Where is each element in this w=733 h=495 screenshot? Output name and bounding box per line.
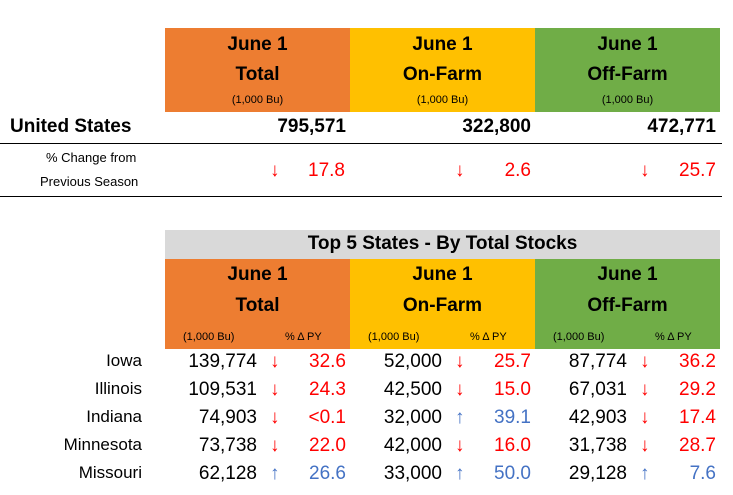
state-stock-value: 74,903	[198, 407, 257, 428]
state-stock-value: 62,128	[198, 463, 257, 484]
top-header-onfarm: June 1 On-Farm (1,000 Bu)	[350, 28, 535, 112]
down-arrow-icon: ↓	[455, 160, 465, 181]
state-stock-value: 42,903	[568, 407, 627, 428]
down-arrow-icon: ↓	[270, 407, 280, 428]
states-header-offfarm: June 1 Off-Farm (1,000 Bu) % Δ PY	[535, 259, 720, 349]
state-pct-change: 29.2	[679, 379, 716, 400]
state-pct-change: <0.1	[308, 407, 346, 428]
states-header-offfarm-line1: June 1	[597, 264, 658, 285]
state-pct-change: 22.0	[309, 435, 346, 456]
states-header-offfarm-unit: (1,000 Bu)	[553, 331, 605, 343]
us-total-value: 795,571	[277, 116, 346, 137]
bottom-divider	[0, 196, 722, 197]
up-arrow-icon: ↑	[270, 463, 280, 484]
us-label: United States	[10, 116, 132, 137]
down-arrow-icon: ↓	[270, 160, 280, 181]
up-arrow-icon: ↑	[455, 463, 465, 484]
states-header-offfarm-line2: Off-Farm	[587, 295, 668, 316]
change-label-line2: Previous Season	[40, 174, 139, 189]
up-arrow-icon: ↑	[640, 463, 650, 484]
top-header-onfarm-unit: (1,000 Bu)	[416, 94, 469, 106]
state-pct-change: 28.7	[679, 435, 716, 456]
top-header-total: June 1 Total (1,000 Bu)	[165, 28, 350, 112]
states-header-total-line2: Total	[235, 295, 280, 316]
states-header-onfarm-pct: % Δ PY	[470, 331, 507, 343]
states-header-total-line1: June 1	[227, 264, 288, 285]
states-table-title-text: Top 5 States - By Total Stocks	[307, 233, 578, 254]
top-divider	[0, 143, 722, 144]
state-stock-value: 42,000	[383, 435, 442, 456]
state-pct-change: 16.0	[494, 435, 531, 456]
us-offfarm-change: 25.7	[679, 160, 716, 181]
state-name: Illinois	[94, 379, 142, 398]
state-stock-value: 52,000	[383, 351, 442, 372]
down-arrow-icon: ↓	[640, 379, 650, 400]
down-arrow-icon: ↓	[270, 351, 280, 372]
state-pct-change: 25.7	[494, 351, 531, 372]
state-pct-change: 32.6	[309, 351, 346, 372]
top-header-total-line2: Total	[235, 64, 280, 85]
change-label-line1: % Change from	[46, 150, 137, 165]
down-arrow-icon: ↓	[640, 435, 650, 456]
down-arrow-icon: ↓	[640, 351, 650, 372]
top-header-offfarm-unit: (1,000 Bu)	[601, 94, 654, 106]
state-stock-value: 42,500	[383, 379, 442, 400]
state-pct-change: 39.1	[494, 407, 531, 428]
states-header-total-pct: % Δ PY	[285, 331, 322, 343]
us-onfarm-value: 322,800	[462, 116, 531, 137]
down-arrow-icon: ↓	[270, 379, 280, 400]
states-header-onfarm-line1: June 1	[412, 264, 473, 285]
states-header-offfarm-pct: % Δ PY	[655, 331, 692, 343]
state-pct-change: 7.6	[689, 463, 716, 484]
state-pct-change: 36.2	[679, 351, 716, 372]
up-arrow-icon: ↑	[455, 407, 465, 428]
state-stock-value: 87,774	[568, 351, 627, 372]
state-pct-change: 17.4	[679, 407, 716, 428]
state-stock-value: 73,738	[198, 435, 257, 456]
top-header-offfarm-line1: June 1	[597, 34, 658, 55]
us-offfarm-value: 472,771	[647, 116, 716, 137]
state-stock-value: 33,000	[383, 463, 442, 484]
states-table-title: Top 5 States - By Total Stocks	[165, 230, 720, 259]
state-name: Missouri	[78, 463, 142, 482]
state-pct-change: 26.6	[309, 463, 346, 484]
state-stock-value: 67,031	[568, 379, 627, 400]
state-name: Indiana	[86, 407, 142, 426]
down-arrow-icon: ↓	[640, 160, 650, 181]
state-pct-change: 15.0	[494, 379, 531, 400]
down-arrow-icon: ↓	[455, 351, 465, 372]
state-name: Iowa	[106, 351, 142, 370]
top-header-offfarm-line2: Off-Farm	[587, 64, 668, 85]
state-stock-value: 32,000	[383, 407, 442, 428]
states-header-total: June 1 Total (1,000 Bu) % Δ PY	[165, 259, 350, 349]
states-header-onfarm-unit: (1,000 Bu)	[368, 331, 420, 343]
top-header-total-unit: (1,000 Bu)	[231, 94, 284, 106]
down-arrow-icon: ↓	[270, 435, 280, 456]
top-header-offfarm: June 1 Off-Farm (1,000 Bu)	[535, 28, 720, 112]
state-stock-value: 139,774	[188, 351, 257, 372]
down-arrow-icon: ↓	[455, 435, 465, 456]
down-arrow-icon: ↓	[640, 407, 650, 428]
us-onfarm-change: 2.6	[504, 160, 531, 181]
top-header-onfarm-line1: June 1	[412, 34, 473, 55]
state-stock-value: 31,738	[568, 435, 627, 456]
down-arrow-icon: ↓	[455, 379, 465, 400]
top-header-total-line1: June 1	[227, 34, 288, 55]
states-header-onfarm-line2: On-Farm	[402, 295, 483, 316]
state-stock-value: 109,531	[188, 379, 257, 400]
states-header-onfarm: June 1 On-Farm (1,000 Bu) % Δ PY	[350, 259, 535, 349]
state-name: Minnesota	[63, 435, 142, 454]
state-pct-change: 24.3	[309, 379, 346, 400]
top-header-onfarm-line2: On-Farm	[402, 64, 483, 85]
state-stock-value: 29,128	[568, 463, 627, 484]
state-pct-change: 50.0	[494, 463, 531, 484]
states-header-total-unit: (1,000 Bu)	[183, 331, 235, 343]
us-total-change: 17.8	[308, 160, 345, 181]
